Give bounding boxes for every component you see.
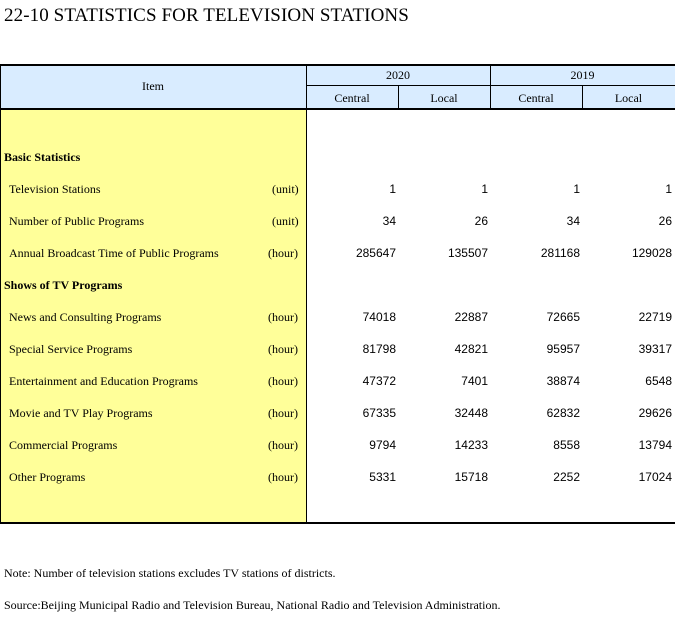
value-2019-central: 8558: [553, 438, 580, 452]
item-column-background: [1, 110, 306, 523]
value-2020-local: 7401: [461, 374, 488, 388]
row-unit: (unit): [272, 214, 299, 228]
value-2020-local: 26: [474, 214, 488, 228]
value-2019-local: 129028: [631, 246, 672, 260]
row-label: Number of Public Programs: [9, 214, 144, 228]
row-label: Entertainment and Education Programs: [9, 374, 198, 388]
row-unit: (hour): [268, 438, 298, 452]
value-2020-local: 135507: [447, 246, 488, 260]
subcol-header-2019-central: Central: [518, 91, 554, 105]
source-note: Source:Beijing Municipal Radio and Telev…: [4, 598, 501, 612]
value-2019-local: 22719: [638, 310, 672, 324]
value-2020-local: 32448: [454, 406, 488, 420]
subcol-header-2020-central: Central: [334, 91, 370, 105]
value-2019-local: 17024: [638, 470, 672, 484]
subcol-divider-2020: [398, 85, 399, 109]
value-2019-central: 72665: [546, 310, 580, 324]
value-2019-central: 38874: [546, 374, 580, 388]
value-2019-local: 29626: [638, 406, 672, 420]
value-2019-central: 2252: [553, 470, 580, 484]
value-2020-local: 14233: [454, 438, 488, 452]
value-2020-local: 22887: [454, 310, 488, 324]
value-2020-central: 285647: [355, 246, 396, 260]
row-label: Television Stations: [9, 182, 101, 196]
value-2019-local: 13794: [638, 438, 672, 452]
table-bottom-border: [0, 522, 675, 524]
value-2020-local: 1: [481, 182, 488, 196]
header-bottom-border: [0, 108, 675, 110]
row-unit: (hour): [268, 342, 298, 356]
value-2019-central: 95957: [546, 342, 580, 356]
table-top-border: [0, 64, 675, 66]
page-title: 22-10 STATISTICS FOR TELEVISION STATIONS: [4, 5, 409, 26]
value-2020-central: 9794: [369, 438, 396, 452]
year-header-2020: 2020: [386, 68, 410, 82]
row-unit: (hour): [268, 246, 298, 260]
value-2020-central: 5331: [369, 470, 396, 484]
value-2020-local: 15718: [454, 470, 488, 484]
row-label: Commercial Programs: [9, 438, 118, 452]
value-2020-central: 81798: [362, 342, 396, 356]
row-label: Annual Broadcast Time of Public Programs: [9, 246, 219, 260]
subcol-header-2019-local: Local: [614, 91, 643, 105]
footnote: Note: Number of television stations excl…: [4, 566, 336, 580]
value-2019-local: 6548: [645, 374, 672, 388]
value-2019-local: 1: [665, 182, 672, 196]
row-unit: (hour): [268, 310, 298, 324]
value-2019-central: 62832: [546, 406, 580, 420]
row-label: Special Service Programs: [9, 342, 133, 356]
value-2020-central: 67335: [362, 406, 396, 420]
section-heading-basic-statistics: Basic Statistics: [4, 150, 81, 164]
item-column-divider: [306, 64, 307, 524]
value-2020-central: 47372: [362, 374, 396, 388]
year-header-2019: 2019: [570, 68, 595, 82]
value-2019-central: 281168: [540, 246, 580, 260]
value-2020-central: 34: [382, 214, 396, 228]
year-row-divider: [306, 85, 675, 86]
section-heading-shows-of-tv-programs: Shows of TV Programs: [4, 278, 123, 292]
value-2019-central: 1: [573, 182, 580, 196]
row-unit: (hour): [268, 374, 298, 388]
value-2019-local: 39317: [638, 342, 672, 356]
table-header-background: [0, 64, 675, 109]
row-label: Other Programs: [9, 470, 86, 484]
row-unit: (hour): [268, 406, 298, 420]
row-unit: (hour): [268, 470, 298, 484]
value-2020-central: 1: [389, 182, 396, 196]
subcol-divider-2019: [582, 85, 583, 109]
statistics-table: Item 2020 2019 Central Local Central Loc…: [0, 64, 675, 524]
row-label: Movie and TV Play Programs: [9, 406, 153, 420]
subcol-header-2020-local: Local: [430, 91, 458, 105]
value-2019-local: 26: [658, 214, 672, 228]
table-left-border: [0, 64, 1, 524]
year-divider: [490, 64, 491, 109]
value-2020-local: 42821: [454, 342, 488, 356]
row-unit: (unit): [272, 182, 299, 196]
row-label: News and Consulting Programs: [9, 310, 162, 324]
value-2020-central: 74018: [362, 310, 396, 324]
value-2019-central: 34: [566, 214, 580, 228]
item-header: Item: [142, 79, 164, 93]
